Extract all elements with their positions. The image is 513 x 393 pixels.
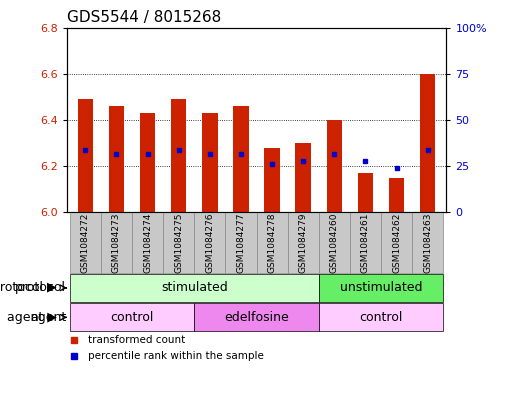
- Bar: [194, 303, 319, 331]
- Bar: [319, 274, 443, 302]
- Text: GSM1084279: GSM1084279: [299, 213, 308, 273]
- Text: edelfosine: edelfosine: [224, 311, 289, 324]
- Bar: [256, 212, 288, 273]
- Text: GDS5544 / 8015268: GDS5544 / 8015268: [67, 10, 221, 25]
- Text: protocol ▶: protocol ▶: [0, 281, 56, 294]
- Bar: [295, 143, 311, 212]
- Text: control: control: [359, 311, 403, 324]
- Bar: [264, 148, 280, 212]
- Bar: [109, 106, 124, 212]
- Text: agent: agent: [30, 311, 66, 324]
- Text: agent ▶: agent ▶: [7, 311, 56, 324]
- Bar: [171, 99, 187, 212]
- Text: GSM1084261: GSM1084261: [361, 213, 370, 273]
- Text: protocol: protocol: [15, 281, 66, 294]
- Text: GSM1084278: GSM1084278: [268, 213, 277, 273]
- Bar: [77, 99, 93, 212]
- Text: percentile rank within the sample: percentile rank within the sample: [88, 351, 264, 361]
- Text: transformed count: transformed count: [88, 335, 185, 345]
- Bar: [225, 212, 256, 273]
- Bar: [350, 212, 381, 273]
- Bar: [358, 173, 373, 212]
- Text: GSM1084272: GSM1084272: [81, 213, 90, 273]
- Text: control: control: [110, 311, 154, 324]
- Bar: [381, 212, 412, 273]
- Bar: [132, 212, 163, 273]
- Text: GSM1084276: GSM1084276: [205, 213, 214, 273]
- Bar: [70, 274, 319, 302]
- Bar: [163, 212, 194, 273]
- Bar: [194, 212, 225, 273]
- Text: stimulated: stimulated: [161, 281, 228, 294]
- Bar: [70, 212, 101, 273]
- Bar: [319, 212, 350, 273]
- Bar: [412, 212, 443, 273]
- Bar: [319, 303, 443, 331]
- Bar: [70, 303, 194, 331]
- Text: GSM1084263: GSM1084263: [423, 213, 432, 273]
- Bar: [140, 113, 155, 212]
- Bar: [288, 212, 319, 273]
- Text: unstimulated: unstimulated: [340, 281, 422, 294]
- Text: GSM1084273: GSM1084273: [112, 213, 121, 273]
- Text: GSM1084260: GSM1084260: [330, 213, 339, 273]
- Text: GSM1084274: GSM1084274: [143, 213, 152, 273]
- Text: GSM1084275: GSM1084275: [174, 213, 183, 273]
- Bar: [233, 106, 249, 212]
- Bar: [420, 74, 436, 212]
- Text: GSM1084277: GSM1084277: [236, 213, 245, 273]
- Bar: [389, 178, 404, 212]
- Bar: [202, 113, 218, 212]
- Bar: [326, 120, 342, 212]
- Text: GSM1084262: GSM1084262: [392, 213, 401, 273]
- Bar: [101, 212, 132, 273]
